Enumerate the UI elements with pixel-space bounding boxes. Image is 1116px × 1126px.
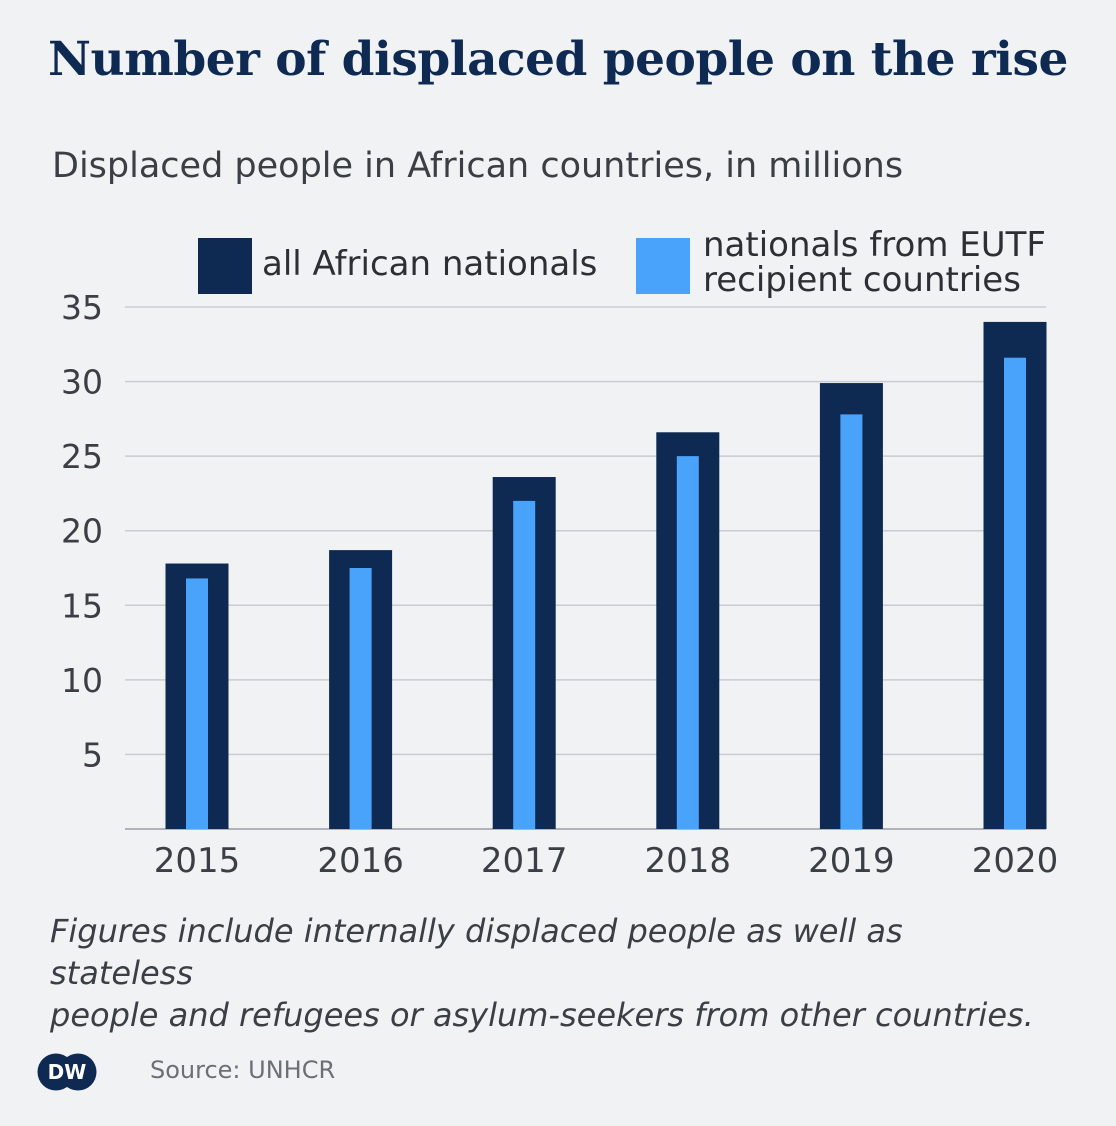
legend-swatch-all-african-rect	[198, 238, 252, 294]
source-label: Source: UNHCR	[150, 1056, 336, 1084]
bar-eutf-2016	[349, 568, 372, 829]
legend-swatch-all-african	[198, 238, 252, 294]
x-tick-label-2015: 2015	[154, 841, 241, 881]
chart-subtitle: Displaced people in African countries, i…	[52, 146, 904, 186]
dw-logo-text: DW	[48, 1060, 87, 1084]
bar-eutf-2018	[676, 456, 699, 829]
y-tick-label-20: 20	[61, 512, 103, 551]
x-tick-label-2017: 2017	[481, 841, 568, 881]
y-tick-label-10: 10	[61, 661, 103, 700]
x-tick-label-2019: 2019	[808, 841, 895, 881]
x-tick-label-2016: 2016	[317, 841, 404, 881]
footnote-line-2: people and refugees or asylum-seekers fr…	[50, 996, 1034, 1034]
y-tick-label-5: 5	[82, 735, 103, 774]
y-tick-label-35: 35	[61, 288, 103, 327]
y-tick-label-15: 15	[61, 586, 103, 625]
bar-chart: 5 10 15 20 25 30 35 2015 2016 2017 2018 2019 2020	[61, 288, 1059, 881]
x-tick-label-2020: 2020	[972, 841, 1059, 881]
chart-title: Number of displaced people on the rise	[48, 32, 1068, 87]
bar-eutf-2019	[840, 414, 863, 829]
bar-eutf-2020	[1004, 357, 1026, 829]
bar-eutf-2017	[513, 500, 536, 829]
dw-logo: DW	[37, 1053, 97, 1091]
legend-label-eutf-line2: recipient countries	[703, 260, 1021, 300]
y-tick-label-25: 25	[61, 437, 103, 476]
legend-label-all-african: all African nationals	[262, 244, 598, 284]
chart-footnote: Figures include internally displaced peo…	[50, 910, 1050, 1036]
footnote-line-1: Figures include internally displaced peo…	[50, 912, 903, 992]
legend-swatch-eutf-rect	[636, 238, 690, 294]
x-tick-label-2018: 2018	[645, 841, 732, 881]
y-tick-label-30: 30	[61, 363, 103, 402]
bar-eutf-2015	[186, 578, 208, 829]
legend-label-eutf-line1: nationals from EUTF	[703, 225, 1046, 265]
legend-swatch-eutf	[636, 238, 690, 294]
